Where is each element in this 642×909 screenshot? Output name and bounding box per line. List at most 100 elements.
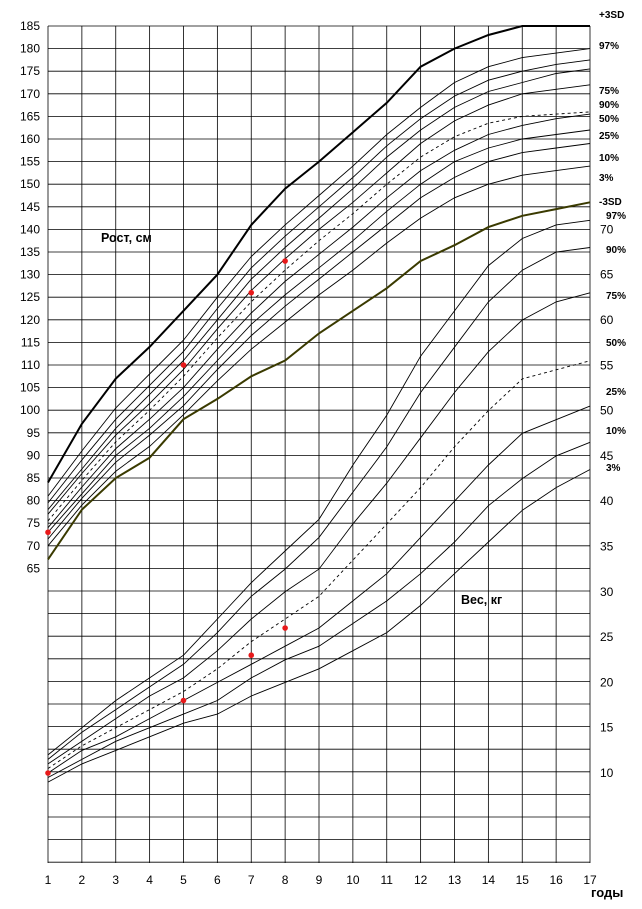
height-percentile-label: 97%: [599, 41, 619, 52]
x-tick-label: 5: [180, 873, 187, 887]
height-tick-label: 75: [27, 516, 41, 530]
weight-curve: [47, 405, 591, 774]
x-tick-label: 1: [45, 873, 52, 887]
weight-curve: [47, 219, 591, 756]
height-curve: [47, 59, 591, 504]
x-tick-label: 7: [248, 873, 255, 887]
weight-tick-label: 10: [600, 766, 614, 780]
height-tick-label: 115: [21, 335, 40, 349]
height-tick-label: 120: [20, 313, 40, 327]
patient-weight-point: [45, 770, 51, 776]
x-tick-label: 10: [346, 873, 360, 887]
x-tick-label: 4: [146, 873, 153, 887]
grid: [47, 25, 591, 863]
patient-height-point: [248, 289, 255, 296]
weight-tick-label: 60: [600, 313, 614, 327]
height-tick-label: 100: [20, 403, 40, 417]
weight-tick-label: 70: [600, 222, 614, 236]
height-tick-label: 170: [20, 87, 40, 101]
height-tick-label: 175: [20, 64, 40, 78]
height-percentile-label: 3%: [599, 173, 614, 184]
weight-percentile-label: 75%: [606, 291, 626, 302]
x-tick-label: 9: [316, 873, 323, 887]
x-tick-label: 15: [516, 873, 530, 887]
height-tick-label: 155: [20, 155, 40, 169]
weight-tick-label: 50: [600, 404, 614, 418]
height-tick-label: 135: [20, 245, 40, 259]
weight-percentile-label: 50%: [606, 338, 626, 349]
height-tick-label: 65: [27, 561, 41, 575]
patient-weight-point: [282, 625, 288, 631]
weight-percentile-label: 10%: [606, 426, 626, 437]
height-tick-label: 125: [20, 290, 40, 304]
height-curve: [47, 48, 591, 497]
height-tick-label: 145: [20, 200, 40, 214]
height-tick-label: 95: [27, 426, 41, 440]
weight-percentile-label: 90%: [606, 245, 626, 256]
height-tick-label: 140: [20, 222, 40, 236]
height-tick-label: 105: [20, 381, 40, 395]
height-tick-label: 160: [20, 132, 40, 146]
height-tick-label: 165: [20, 109, 40, 123]
tick-labels: 6570758085909510010511011512012513013514…: [20, 19, 614, 887]
weight-tick-label: 35: [600, 540, 614, 554]
weight-percentile-label: 25%: [606, 387, 626, 398]
patient-weight-point: [248, 652, 255, 659]
x-tick-label: 6: [214, 873, 221, 887]
x-tick-label: 17: [583, 873, 597, 887]
x-tick-label: 14: [482, 873, 496, 887]
height-curve: [47, 68, 591, 510]
weight-curve: [47, 469, 591, 783]
height-tick-label: 80: [27, 494, 41, 508]
percentile-labels: +3SD 97% 75% 90% 50% 25% 10% 3% -3SD 97% 90% 75% 50%…: [599, 10, 626, 474]
patient-points: [45, 258, 288, 776]
x-tick-label: 16: [549, 873, 563, 887]
patient-weight-point: [180, 697, 187, 704]
height-tick-label: 90: [27, 448, 41, 462]
weight-curve: [47, 360, 591, 769]
x-tick-label: 3: [112, 873, 119, 887]
weight-tick-label: 40: [600, 494, 614, 508]
percentile-curves: [47, 25, 591, 783]
x-tick-label: 2: [79, 873, 86, 887]
x-tick-label: 13: [448, 873, 462, 887]
weight-tick-label: 65: [600, 268, 614, 282]
height-tick-label: 130: [20, 268, 40, 282]
height-curve: [47, 143, 591, 540]
x-tick-label: 12: [414, 873, 428, 887]
weight-curve: [47, 441, 591, 778]
height-percentile-label: -3SD: [599, 197, 622, 208]
patient-height-point: [282, 258, 288, 264]
height-axis-label: Рост, см: [101, 231, 152, 245]
height-percentile-label: 25%: [599, 131, 619, 142]
height-tick-label: 110: [21, 358, 40, 372]
height-tick-label: 180: [20, 42, 40, 56]
height-tick-label: 85: [27, 471, 41, 485]
weight-curve: [47, 247, 591, 760]
height-curve: [47, 111, 591, 522]
x-tick-label: 11: [381, 873, 394, 887]
height-percentile-label: 50%: [599, 114, 619, 125]
height-curve: [47, 113, 591, 528]
weight-percentile-label: 3%: [606, 463, 621, 474]
height-curve: [47, 201, 591, 560]
height-curve: [47, 84, 591, 515]
height-curve: [47, 25, 590, 484]
height-curve: [47, 165, 591, 547]
x-axis-label: годы: [591, 885, 623, 900]
patient-height-point: [45, 529, 51, 536]
height-tick-label: 185: [20, 19, 40, 33]
height-percentile-label: 90%: [599, 100, 619, 111]
height-percentile-label: 10%: [599, 153, 619, 164]
height-percentile-label: 75%: [599, 86, 619, 97]
height-percentile-label: +3SD: [599, 10, 624, 21]
patient-height-point: [180, 362, 187, 368]
height-tick-label: 150: [20, 177, 40, 191]
weight-tick-label: 20: [600, 675, 614, 689]
height-tick-label: 70: [27, 539, 41, 553]
weight-tick-label: 55: [600, 358, 614, 372]
weight-curve: [47, 292, 591, 765]
weight-tick-label: 45: [600, 449, 614, 463]
weight-percentile-label: 97%: [606, 211, 626, 222]
